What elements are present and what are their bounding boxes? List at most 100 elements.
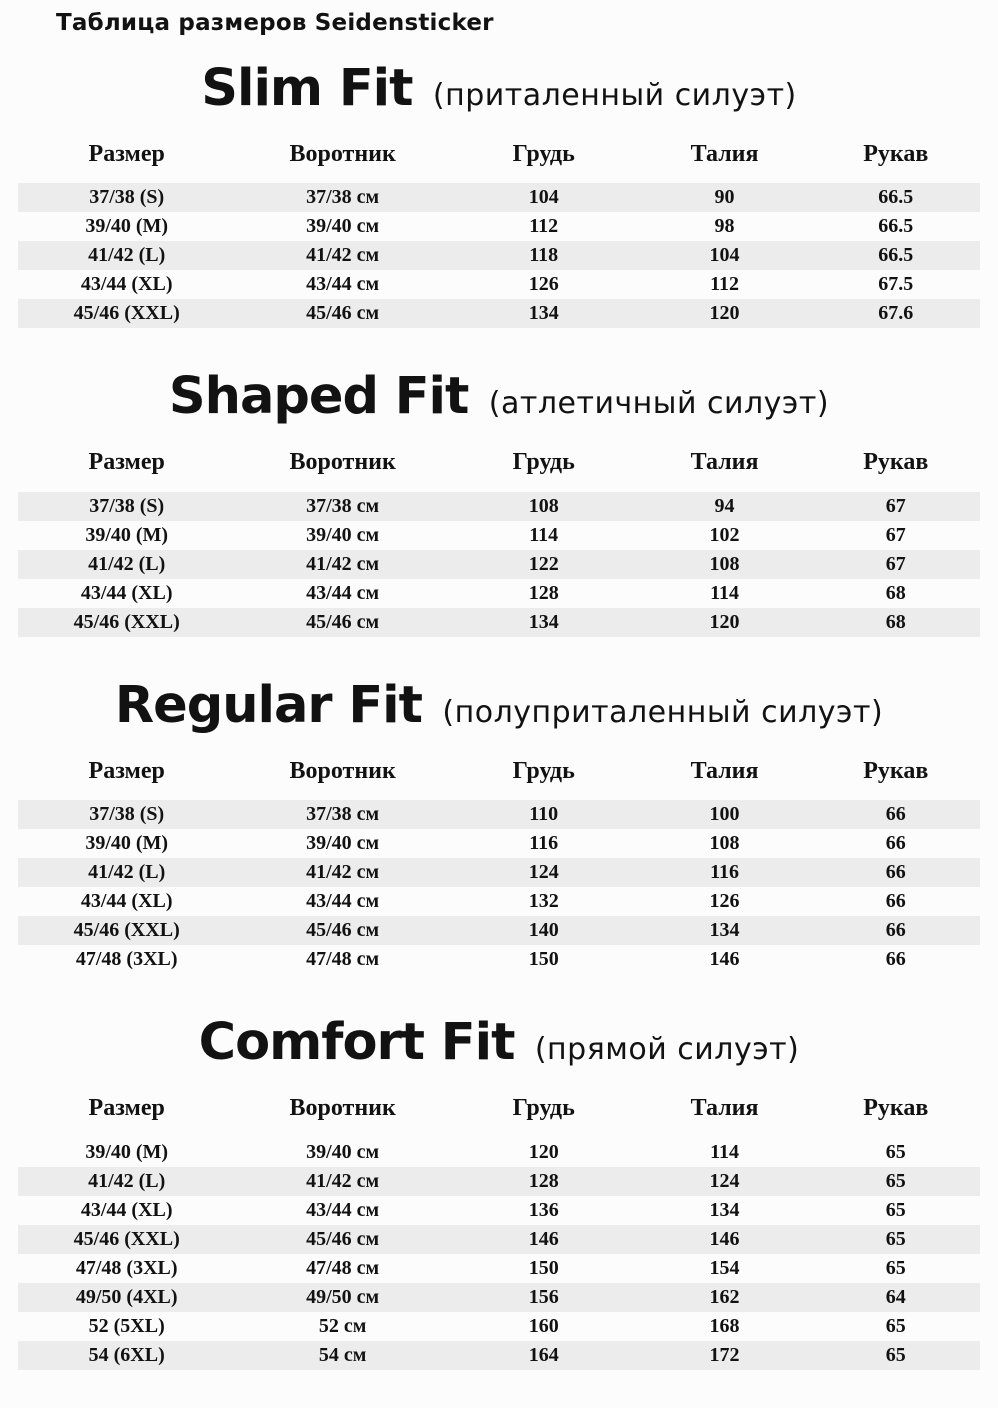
column-header-waist: Талия [690, 757, 759, 784]
cell-sleeve: 66.5 [878, 215, 914, 238]
cell-collar: 47/48 см [306, 1256, 380, 1279]
fit-section-shaped-fit: Shaped Fit (атлетичный силуэт) Размер Вор… [0, 368, 998, 637]
cell-collar: 39/40 см [306, 832, 380, 855]
cell-sleeve: 66 [885, 919, 906, 942]
cell-sleeve: 66.5 [878, 186, 914, 209]
table-row: 43/44 (XL) 43/44 см 136 134 65 [18, 1196, 980, 1225]
cell-chest: 104 [528, 186, 559, 209]
cell-collar: 49/50 см [306, 1285, 380, 1308]
cell-chest: 126 [528, 273, 559, 296]
cell-size: 41/42 (L) [88, 861, 166, 884]
cell-collar: 37/38 см [306, 803, 380, 826]
cell-size: 45/46 (XXL) [73, 610, 180, 633]
fit-name: Slim Fit [201, 58, 413, 118]
cell-chest: 134 [528, 610, 559, 633]
cell-sleeve: 67.6 [878, 302, 914, 325]
cell-collar: 39/40 см [306, 1140, 380, 1163]
cell-waist: 100 [709, 803, 740, 826]
fit-section-slim-fit: Slim Fit (приталенный силуэт) Размер Воро… [0, 60, 998, 329]
table-row: 52 (5XL) 52 см 160 168 65 [18, 1312, 980, 1341]
cell-collar: 54 см [318, 1343, 367, 1366]
column-header-waist: Талия [690, 140, 759, 167]
column-header-sleeve: Рукав [863, 757, 929, 784]
fit-name: Regular Fit [114, 675, 423, 735]
cell-sleeve: 66 [885, 861, 906, 884]
table-row: 39/40 (M) 39/40 см 120 114 65 [18, 1138, 980, 1167]
cell-collar: 39/40 см [306, 523, 380, 546]
cell-chest: 150 [528, 1256, 559, 1279]
fit-heading: Slim Fit (приталенный силуэт) [0, 60, 998, 117]
cell-chest: 108 [528, 494, 559, 517]
cell-chest: 118 [529, 244, 559, 267]
cell-waist: 168 [709, 1314, 740, 1337]
cell-size: 43/44 (XL) [80, 890, 173, 913]
cell-sleeve: 67 [885, 523, 906, 546]
cell-collar: 43/44 см [306, 1198, 380, 1221]
header-row: Размер Воротник Грудь Талия Рукав [18, 437, 980, 491]
cell-collar: 41/42 см [306, 244, 380, 267]
cell-waist: 134 [709, 1198, 740, 1221]
cell-chest: 128 [528, 1169, 559, 1192]
cell-chest: 136 [528, 1198, 559, 1221]
cell-size: 43/44 (XL) [80, 1198, 173, 1221]
cell-collar: 43/44 см [306, 581, 380, 604]
cell-waist: 108 [709, 552, 740, 575]
header-row: Размер Воротник Грудь Талия Рукав [18, 129, 980, 183]
cell-sleeve: 65 [885, 1198, 906, 1221]
cell-chest: 164 [528, 1343, 559, 1366]
column-header-collar: Воротник [289, 1095, 396, 1122]
table-row: 43/44 (XL) 43/44 см 128 114 68 [18, 579, 980, 608]
cell-collar: 39/40 см [306, 215, 380, 238]
table-row: 45/46 (XXL) 45/46 см 134 120 68 [18, 607, 980, 637]
cell-waist: 114 [710, 1140, 739, 1163]
cell-size: 37/38 (S) [89, 494, 165, 517]
column-header-sleeve: Рукав [863, 140, 929, 167]
cell-size: 41/42 (L) [88, 244, 166, 267]
size-table: Размер Воротник Грудь Талия Рукав 37/38 (S) 3… [18, 746, 980, 974]
cell-size: 41/42 (L) [88, 1169, 166, 1192]
cell-sleeve: 65 [885, 1343, 906, 1366]
cell-size: 45/46 (XXL) [73, 919, 180, 942]
cell-collar: 41/42 см [306, 861, 380, 884]
column-header-waist: Талия [690, 1095, 759, 1122]
fit-heading: Regular Fit (полуприталенный силуэт) [0, 677, 998, 734]
cell-size: 39/40 (M) [85, 523, 169, 546]
cell-chest: 128 [528, 581, 559, 604]
cell-chest: 140 [528, 919, 559, 942]
table-row: 39/40 (M) 39/40 см 112 98 66.5 [18, 212, 980, 241]
column-header-size: Размер [88, 140, 165, 167]
cell-waist: 146 [709, 948, 740, 971]
column-header-size: Размер [88, 1095, 165, 1122]
size-tables: Slim Fit (приталенный силуэт) Размер Воро… [0, 60, 998, 1370]
cell-waist: 134 [709, 919, 740, 942]
cell-collar: 52 см [318, 1314, 367, 1337]
cell-chest: 124 [528, 861, 559, 884]
page-title: Таблица размеров Seidensticker [56, 10, 494, 36]
fit-name: Shaped Fit [168, 367, 470, 427]
cell-size: 47/48 (3XL) [75, 948, 178, 971]
cell-size: 47/48 (3XL) [75, 1256, 178, 1279]
cell-collar: 45/46 см [306, 302, 380, 325]
cell-waist: 126 [709, 890, 740, 913]
cell-size: 49/50 (4XL) [75, 1285, 178, 1308]
cell-size: 39/40 (M) [85, 832, 169, 855]
cell-waist: 90 [714, 186, 735, 209]
cell-sleeve: 65 [885, 1256, 906, 1279]
column-header-waist: Талия [690, 449, 759, 476]
cell-collar: 37/38 см [306, 186, 380, 209]
fit-name: Comfort Fit [198, 1013, 516, 1073]
table-row: 37/38 (S) 37/38 см 110 100 66 [18, 800, 980, 830]
cell-collar: 47/48 см [306, 948, 380, 971]
cell-size: 43/44 (XL) [80, 273, 173, 296]
cell-sleeve: 65 [885, 1140, 906, 1163]
cell-sleeve: 67.5 [878, 273, 914, 296]
cell-size: 37/38 (S) [89, 186, 165, 209]
fit-heading: Comfort Fit (прямой силуэт) [0, 1014, 998, 1071]
cell-sleeve: 65 [885, 1169, 906, 1192]
cell-waist: 162 [709, 1285, 740, 1308]
fit-heading: Shaped Fit (атлетичный силуэт) [0, 368, 998, 425]
cell-sleeve: 65 [885, 1227, 906, 1250]
column-header-collar: Воротник [289, 449, 396, 476]
cell-chest: 160 [528, 1314, 559, 1337]
cell-sleeve: 66 [885, 948, 906, 971]
